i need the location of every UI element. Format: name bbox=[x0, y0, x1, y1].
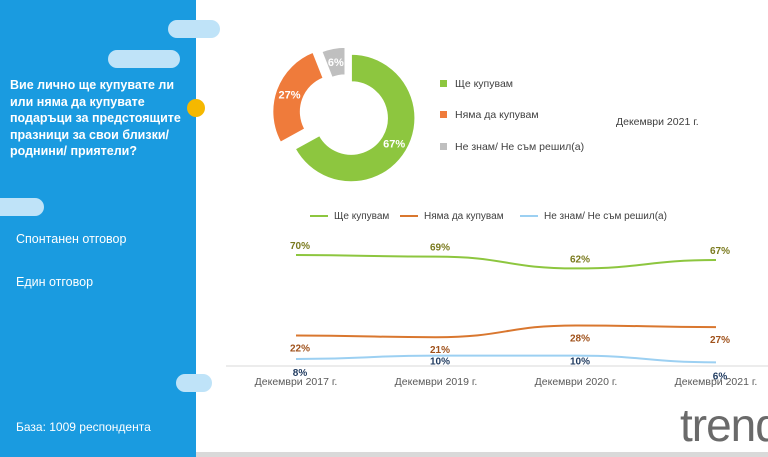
legend-marker bbox=[440, 143, 447, 150]
legend-marker bbox=[440, 80, 447, 87]
pie-data-label: 6% bbox=[328, 57, 344, 69]
legend-label: Не знам/ Не съм решил(а) bbox=[544, 211, 667, 222]
data-label: 62% bbox=[570, 254, 590, 265]
data-label: 10% bbox=[430, 357, 450, 368]
x-tick-label: Декември 2021 г. bbox=[675, 376, 758, 388]
chart-subtitle: Декември 2021 г. bbox=[616, 116, 699, 128]
legend-label: Ще купувам bbox=[455, 78, 513, 90]
data-label: 22% bbox=[290, 344, 310, 355]
legend-label: Ще купувам bbox=[334, 211, 389, 222]
answer-type-spontaneous: Спонтанен отговор bbox=[16, 232, 127, 246]
series-line bbox=[295, 324, 717, 339]
data-label: 8% bbox=[293, 368, 308, 379]
data-label: 67% bbox=[710, 246, 730, 257]
pie-slice bbox=[271, 51, 325, 144]
bottom-divider bbox=[196, 452, 768, 457]
decor-dot bbox=[187, 99, 205, 117]
decor-pill bbox=[176, 374, 212, 392]
data-label: 28% bbox=[570, 333, 590, 344]
decor-pill bbox=[0, 198, 44, 216]
pie-slice bbox=[294, 53, 416, 183]
data-label: 69% bbox=[430, 243, 450, 254]
legend-label: Не знам/ Не съм решил(а) bbox=[455, 141, 584, 153]
decor-pill bbox=[168, 20, 220, 38]
x-tick-label: Декември 2020 г. bbox=[535, 376, 618, 388]
legend-marker bbox=[440, 111, 447, 118]
data-label: 27% bbox=[710, 335, 730, 346]
data-label: 70% bbox=[290, 241, 310, 252]
pie-data-label: 27% bbox=[279, 90, 301, 102]
decor-pill bbox=[108, 50, 180, 68]
legend-label: Няма да купувам bbox=[455, 109, 539, 121]
question-text: Вие лично ще купувате ли или няма да куп… bbox=[10, 78, 181, 158]
x-tick-label: Декември 2019 г. bbox=[395, 376, 478, 388]
pie-slice bbox=[320, 46, 346, 79]
legend-label: Няма да купувам bbox=[424, 211, 504, 222]
series-line bbox=[295, 354, 717, 364]
trend-logo: trend bbox=[680, 399, 768, 451]
pie-data-label: 67% bbox=[383, 139, 405, 151]
series-line bbox=[295, 254, 717, 270]
sidebar-panel: Вие лично ще купувате ли или няма да куп… bbox=[0, 0, 220, 457]
x-tick-label: Декември 2017 г. bbox=[255, 376, 338, 388]
base-text: База: 1009 респондента bbox=[16, 420, 151, 434]
data-label: 10% bbox=[570, 357, 590, 368]
data-label: 6% bbox=[713, 371, 728, 382]
answer-type-single: Един отговор bbox=[16, 275, 94, 289]
data-label: 21% bbox=[430, 345, 450, 356]
